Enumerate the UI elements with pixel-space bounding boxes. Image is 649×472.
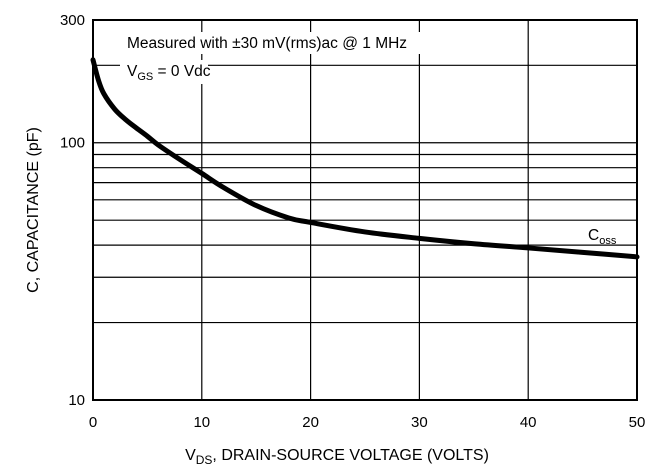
y-axis-label: C, CAPACITANCE (pF) — [25, 127, 42, 293]
x-tick-label: 20 — [302, 414, 319, 431]
y-tick-label: 10 — [68, 392, 85, 409]
x-axis-label: VDS, DRAIN-SOURCE VOLTAGE (VOLTS) — [185, 447, 489, 467]
vgs-annotation-bg — [120, 60, 208, 84]
coss-curve — [90, 57, 640, 260]
condition-annotation-bg — [120, 32, 448, 54]
x-tick-label: 0 — [89, 414, 97, 431]
y-tick-labels: 10 100 300 — [60, 12, 85, 409]
grid — [93, 20, 637, 400]
condition-annotation: Measured with ±30 mV(rms)ac @ 1 MHz — [127, 35, 407, 52]
x-tick-label: 30 — [411, 414, 428, 431]
series-label-bg — [585, 224, 631, 243]
x-tick-label: 50 — [629, 414, 646, 431]
x-tick-label: 40 — [520, 414, 537, 431]
x-tick-labels: 0 10 20 30 40 50 — [89, 414, 646, 431]
plot-frame — [92, 19, 638, 401]
vgs-annotation: VGS = 0 Vdc — [127, 63, 211, 83]
x-tick-label: 10 — [193, 414, 210, 431]
coss-series-label: Coss — [588, 227, 617, 247]
y-tick-label: 100 — [60, 135, 85, 152]
y-tick-label: 300 — [60, 12, 85, 29]
